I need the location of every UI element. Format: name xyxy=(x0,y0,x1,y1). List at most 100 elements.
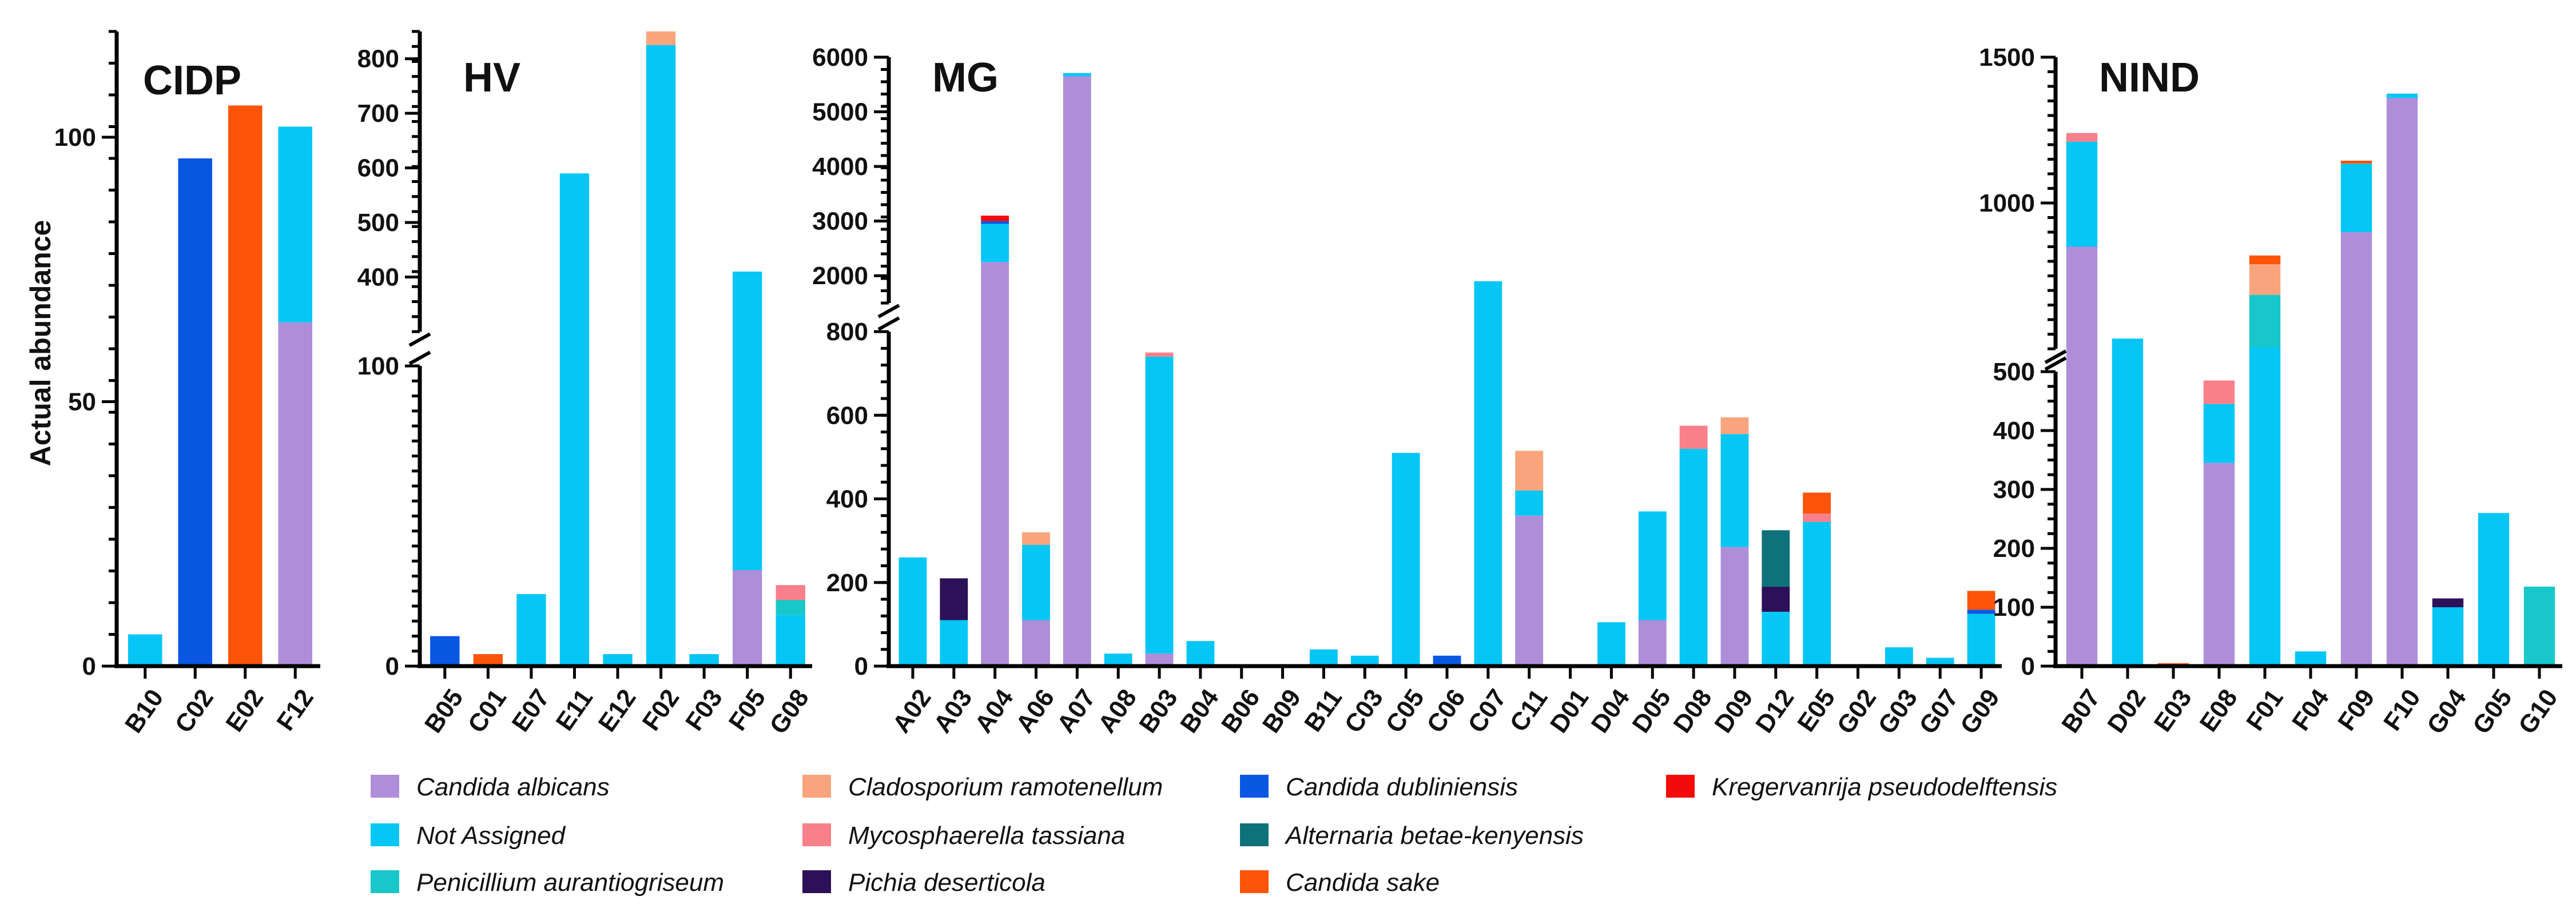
bar-segment-C07 xyxy=(1474,281,1502,332)
bar-segment-G09 xyxy=(1967,610,1995,614)
y-tick-label: 3000 xyxy=(812,208,868,236)
bar-segment-D05 xyxy=(1638,620,1667,666)
y-tick-label: 200 xyxy=(1993,535,2035,563)
bar-segment-A07 xyxy=(1063,73,1091,77)
bar-segment-A06 xyxy=(1022,532,1050,545)
bar-segment-E05 xyxy=(1803,513,1831,522)
bar-segment-F09 xyxy=(2340,161,2372,164)
y-tick-label: 5000 xyxy=(812,98,868,126)
bar-segment-F01 xyxy=(2249,294,2281,348)
y-tick-label: 200 xyxy=(826,569,868,597)
bar-segment-A03 xyxy=(940,620,968,666)
y-tick-label: 500 xyxy=(1993,358,2035,386)
y-tick-label: 6000 xyxy=(812,43,868,71)
bar-segment-C06 xyxy=(1433,655,1461,666)
x-tick-label: A08 xyxy=(1093,684,1142,738)
bar-segment-C11 xyxy=(1515,490,1544,516)
bar-segment-A06 xyxy=(1022,620,1050,666)
x-tick-label: B11 xyxy=(1299,684,1347,737)
bar-segment-B03 xyxy=(1145,356,1174,654)
y-tick-label: 0 xyxy=(82,652,96,680)
x-tick-label: G10 xyxy=(2513,684,2563,739)
bar-segment-A04 xyxy=(981,262,1009,332)
x-tick-label: E03 xyxy=(2149,684,2197,737)
bar-segment-C11 xyxy=(1515,515,1544,666)
bar-segment-B05 xyxy=(430,636,460,666)
x-tick-label: D08 xyxy=(1668,684,1717,738)
bar-segment-F10 xyxy=(2386,372,2418,666)
x-tick-label: F12 xyxy=(271,684,319,736)
x-tick-label: B05 xyxy=(419,684,468,738)
panel-title: MG xyxy=(932,55,999,101)
axis-break-mark xyxy=(2044,349,2067,364)
x-tick-label: A03 xyxy=(928,684,977,738)
bar-segment-E08 xyxy=(2203,404,2235,463)
x-tick-label: G08 xyxy=(764,684,814,739)
bar-segment-F01 xyxy=(2249,255,2281,265)
bar-segment-E02 xyxy=(228,105,263,666)
legend-label: Alternaria betae-kenyensis xyxy=(1284,822,1584,850)
bar-segment-F09 xyxy=(2340,232,2372,372)
y-tick-label: 400 xyxy=(357,264,399,292)
x-tick-label: D04 xyxy=(1586,684,1636,738)
bar-segment-G04 xyxy=(2432,607,2464,666)
legend-swatch xyxy=(1666,775,1695,798)
bar-segment-G05 xyxy=(2478,513,2510,666)
x-tick-label: C03 xyxy=(1339,684,1389,738)
bar-segment-G08 xyxy=(776,600,805,615)
y-tick-label: 0 xyxy=(2021,652,2035,680)
bar-segment-F02 xyxy=(646,366,676,666)
y-tick-label: 500 xyxy=(357,209,399,237)
x-tick-label: C01 xyxy=(463,684,512,738)
panel-title: HV xyxy=(463,55,520,101)
bar-segment-D02 xyxy=(2112,338,2144,372)
bar-segment-B11 xyxy=(1310,649,1338,666)
axis-break-mark xyxy=(877,304,900,318)
bar-segment-F09 xyxy=(2340,164,2372,232)
bar-segment-E08 xyxy=(2203,463,2235,666)
bar-segment-A04 xyxy=(981,224,1009,262)
bar-segment-D12 xyxy=(1762,587,1790,612)
panel-mg: A02A03A04A06A07A08B03B04B06B09B11C03C05C… xyxy=(812,43,2005,739)
bar-segment-F12 xyxy=(278,126,312,322)
y-tick-label: 2000 xyxy=(812,262,868,290)
bar-segment-B07 xyxy=(2066,372,2098,666)
bar-segment-D08 xyxy=(1679,425,1708,449)
bar-segment-A07 xyxy=(1063,332,1091,666)
bar-segment-C01 xyxy=(473,654,503,666)
legend: Candida albicans Not Assigned Penicillium … xyxy=(371,773,2057,897)
bar-segment-F05 xyxy=(732,366,762,570)
legend-label: Not Assigned xyxy=(416,822,566,850)
x-tick-label: E05 xyxy=(1792,684,1840,737)
bar-segment-E11 xyxy=(559,173,590,366)
bar-segment-E11 xyxy=(559,366,590,666)
bar-segment-F10 xyxy=(2386,93,2418,98)
bar-segment-G09 xyxy=(1967,614,1995,666)
bar-segment-D09 xyxy=(1720,434,1749,547)
x-tick-label: D01 xyxy=(1545,684,1594,738)
x-tick-label: F09 xyxy=(2332,684,2380,736)
bar-segment-C07 xyxy=(1474,332,1502,666)
bar-segment-E05 xyxy=(1803,521,1831,666)
bar-segment-A02 xyxy=(899,557,927,666)
axis-break-mark xyxy=(877,316,900,331)
x-tick-label: F02 xyxy=(637,684,685,736)
x-tick-label: G03 xyxy=(1873,684,1923,739)
legend-label: Kregervanrija pseudodelftensis xyxy=(1712,773,2057,801)
axis-break-mark xyxy=(408,332,431,347)
legend-label: Candida albicans xyxy=(416,773,610,801)
bar-segment-A06 xyxy=(1022,544,1050,620)
y-tick-label: 800 xyxy=(357,45,399,73)
bar-segment-B07 xyxy=(2066,246,2098,372)
bar-segment-G08 xyxy=(776,585,805,600)
x-tick-label: D02 xyxy=(2102,684,2151,738)
y-tick-label: 500 xyxy=(1993,358,2035,386)
x-tick-label: A06 xyxy=(1011,684,1060,738)
legend-swatch xyxy=(371,870,399,893)
x-tick-label: D09 xyxy=(1709,684,1758,738)
y-tick-label: 800 xyxy=(826,318,868,346)
x-tick-label: G02 xyxy=(1831,684,1882,739)
bar-segment-F03 xyxy=(689,654,719,666)
